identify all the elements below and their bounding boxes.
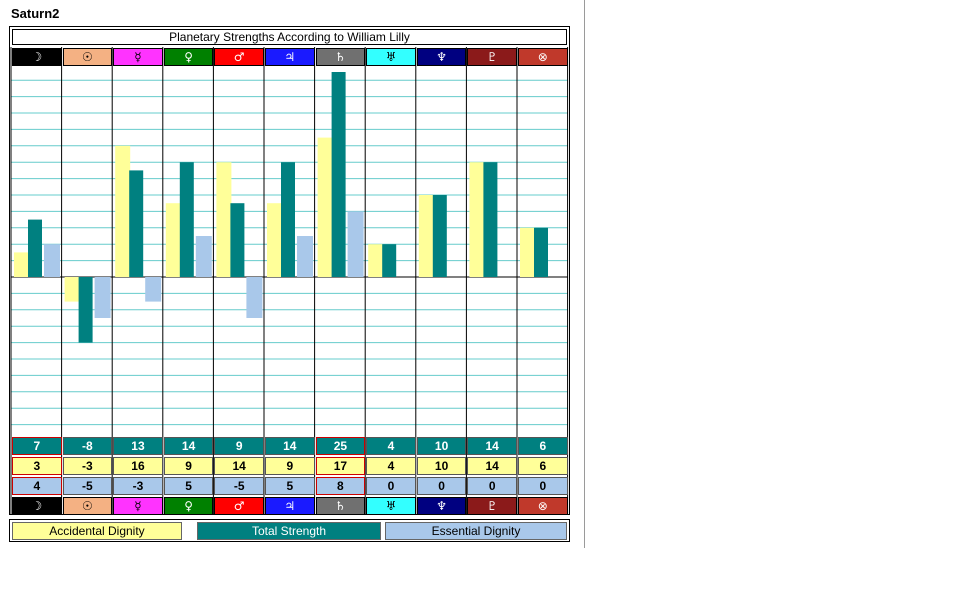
planet-glyph-footer: ♂	[214, 497, 264, 515]
chart-window	[584, 0, 585, 548]
value-accidental-dignity: 16	[113, 457, 163, 475]
value-essential-dignity: 5	[265, 477, 315, 495]
planet-glyph-footer: ♅	[366, 497, 416, 515]
value-total-strength: 7	[12, 437, 62, 455]
bar-accidental-dignity	[115, 145, 131, 277]
value-essential-dignity: -5	[62, 477, 113, 495]
planet-glyph-footer: ♆	[416, 497, 467, 515]
bar-accidental-dignity	[418, 195, 434, 277]
bar-accidental-dignity	[368, 244, 384, 277]
planet-glyph-header: ☿	[113, 48, 163, 66]
value-total-strength: 13	[113, 437, 163, 455]
planet-glyph-header: ♄	[315, 48, 366, 66]
planet-glyph-footer: ⊗	[518, 497, 568, 515]
bar-total-strength	[281, 162, 295, 277]
value-essential-dignity: 0	[518, 477, 568, 495]
bar-accidental-dignity	[216, 162, 232, 277]
value-essential-dignity: 0	[366, 477, 416, 495]
planet-glyph-header: ♀	[163, 48, 214, 66]
bar-total-strength	[382, 244, 397, 277]
planet-glyph-header: ♇	[467, 48, 517, 66]
value-total-strength: 14	[163, 437, 214, 455]
bar-total-strength	[534, 227, 548, 277]
bar-essential-dignity	[94, 277, 111, 318]
bar-total-strength	[28, 219, 42, 277]
value-total-strength: 10	[416, 437, 467, 455]
planet-glyph-header: ☽	[12, 48, 62, 66]
planet-glyph-header: ♃	[265, 48, 315, 66]
bar-total-strength	[432, 195, 447, 277]
value-essential-dignity: 5	[163, 477, 214, 495]
bar-total-strength	[78, 277, 93, 343]
bar-total-strength	[230, 203, 245, 277]
value-essential-dignity: 4	[12, 477, 62, 495]
bar-accidental-dignity	[64, 277, 80, 302]
value-total-strength: -8	[62, 437, 113, 455]
bar-accidental-dignity	[469, 162, 485, 277]
value-accidental-dignity: -3	[62, 457, 113, 475]
value-essential-dignity: 0	[467, 477, 517, 495]
value-essential-dignity: -5	[214, 477, 264, 495]
value-accidental-dignity: 17	[315, 457, 366, 475]
planet-glyph-footer: ♇	[467, 497, 517, 515]
bar-essential-dignity	[195, 236, 212, 277]
planet-glyph-footer: ☉	[62, 497, 113, 515]
legend-accidental-dignity: Accidental Dignity	[12, 522, 182, 540]
value-accidental-dignity: 6	[518, 457, 568, 475]
bar-accidental-dignity	[317, 137, 333, 277]
planet-glyph-header: ☉	[62, 48, 113, 66]
bar-total-strength	[129, 170, 144, 277]
planet-glyph-header: ♆	[416, 48, 467, 66]
bar-total-strength	[179, 162, 194, 277]
chart-title: Planetary Strengths According to William…	[12, 29, 567, 45]
value-total-strength: 4	[366, 437, 416, 455]
value-essential-dignity: 8	[315, 477, 366, 495]
legend-essential-dignity: Essential Dignity	[385, 522, 567, 540]
bar-total-strength	[331, 72, 346, 277]
value-accidental-dignity: 14	[214, 457, 264, 475]
value-accidental-dignity: 10	[416, 457, 467, 475]
bar-accidental-dignity	[520, 227, 535, 277]
planet-glyph-footer: ♃	[265, 497, 315, 515]
bar-accidental-dignity	[165, 203, 181, 277]
value-total-strength: 6	[518, 437, 568, 455]
planet-glyph-header: ⊗	[518, 48, 568, 66]
bar-essential-dignity	[347, 211, 364, 277]
planet-glyph-footer: ♀	[163, 497, 214, 515]
window-title: Saturn2	[11, 6, 60, 21]
value-essential-dignity: -3	[113, 477, 163, 495]
bar-total-strength	[483, 162, 498, 277]
bar-accidental-dignity	[267, 203, 282, 277]
value-accidental-dignity: 9	[265, 457, 315, 475]
value-total-strength: 14	[467, 437, 517, 455]
value-total-strength: 9	[214, 437, 264, 455]
value-total-strength: 14	[265, 437, 315, 455]
bar-accidental-dignity	[14, 252, 29, 277]
value-accidental-dignity: 3	[12, 457, 62, 475]
legend-total-strength: Total Strength	[197, 522, 381, 540]
planet-glyph-header: ♂	[214, 48, 264, 66]
bar-essential-dignity	[297, 236, 313, 277]
value-accidental-dignity: 4	[366, 457, 416, 475]
planet-glyph-header: ♅	[366, 48, 416, 66]
planet-glyph-footer: ☽	[12, 497, 62, 515]
value-total-strength: 25	[315, 437, 366, 455]
value-accidental-dignity: 14	[467, 457, 517, 475]
bar-essential-dignity	[246, 277, 263, 318]
bar-essential-dignity	[145, 277, 162, 302]
planet-glyph-footer: ☿	[113, 497, 163, 515]
value-accidental-dignity: 9	[163, 457, 214, 475]
bar-essential-dignity	[44, 244, 60, 277]
value-essential-dignity: 0	[416, 477, 467, 495]
planet-glyph-footer: ♄	[315, 497, 366, 515]
